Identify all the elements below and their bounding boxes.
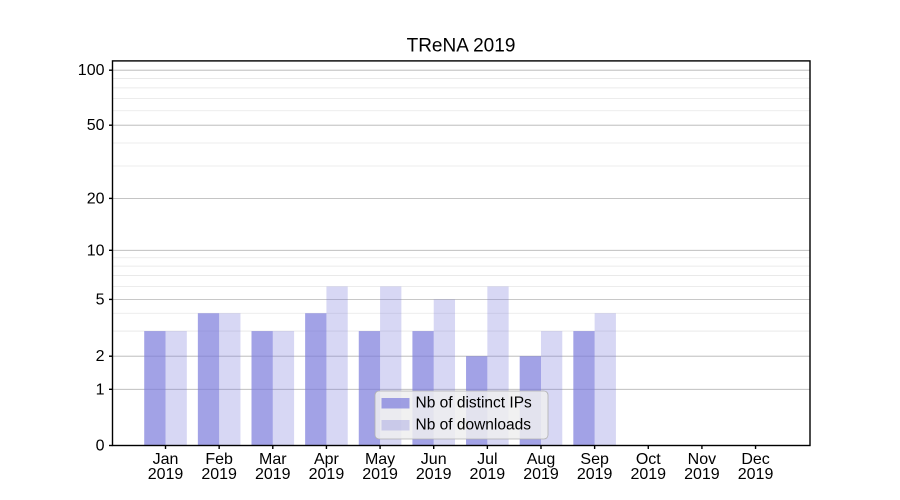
svg-text:0: 0 (96, 438, 105, 455)
svg-text:2019: 2019 (523, 466, 559, 483)
svg-text:2: 2 (96, 348, 105, 365)
svg-text:2019: 2019 (630, 466, 666, 483)
svg-text:20: 20 (87, 190, 105, 207)
svg-text:2019: 2019 (738, 466, 774, 483)
svg-text:2019: 2019 (362, 466, 398, 483)
svg-text:2019: 2019 (255, 466, 291, 483)
svg-text:2019: 2019 (148, 466, 184, 483)
svg-text:Nb of distinct IPs: Nb of distinct IPs (416, 394, 533, 411)
svg-text:5: 5 (96, 291, 105, 308)
svg-text:2019: 2019 (309, 466, 345, 483)
svg-text:TReNA 2019: TReNA 2019 (407, 36, 516, 57)
svg-text:2019: 2019 (201, 466, 237, 483)
svg-text:2019: 2019 (416, 466, 452, 483)
svg-text:Nb of downloads: Nb of downloads (416, 416, 532, 433)
svg-text:50: 50 (87, 117, 105, 134)
svg-text:1: 1 (96, 381, 105, 398)
svg-text:2019: 2019 (470, 466, 506, 483)
svg-text:10: 10 (87, 242, 105, 259)
svg-text:100: 100 (78, 62, 105, 79)
svg-text:2019: 2019 (577, 466, 613, 483)
svg-text:2019: 2019 (684, 466, 720, 483)
